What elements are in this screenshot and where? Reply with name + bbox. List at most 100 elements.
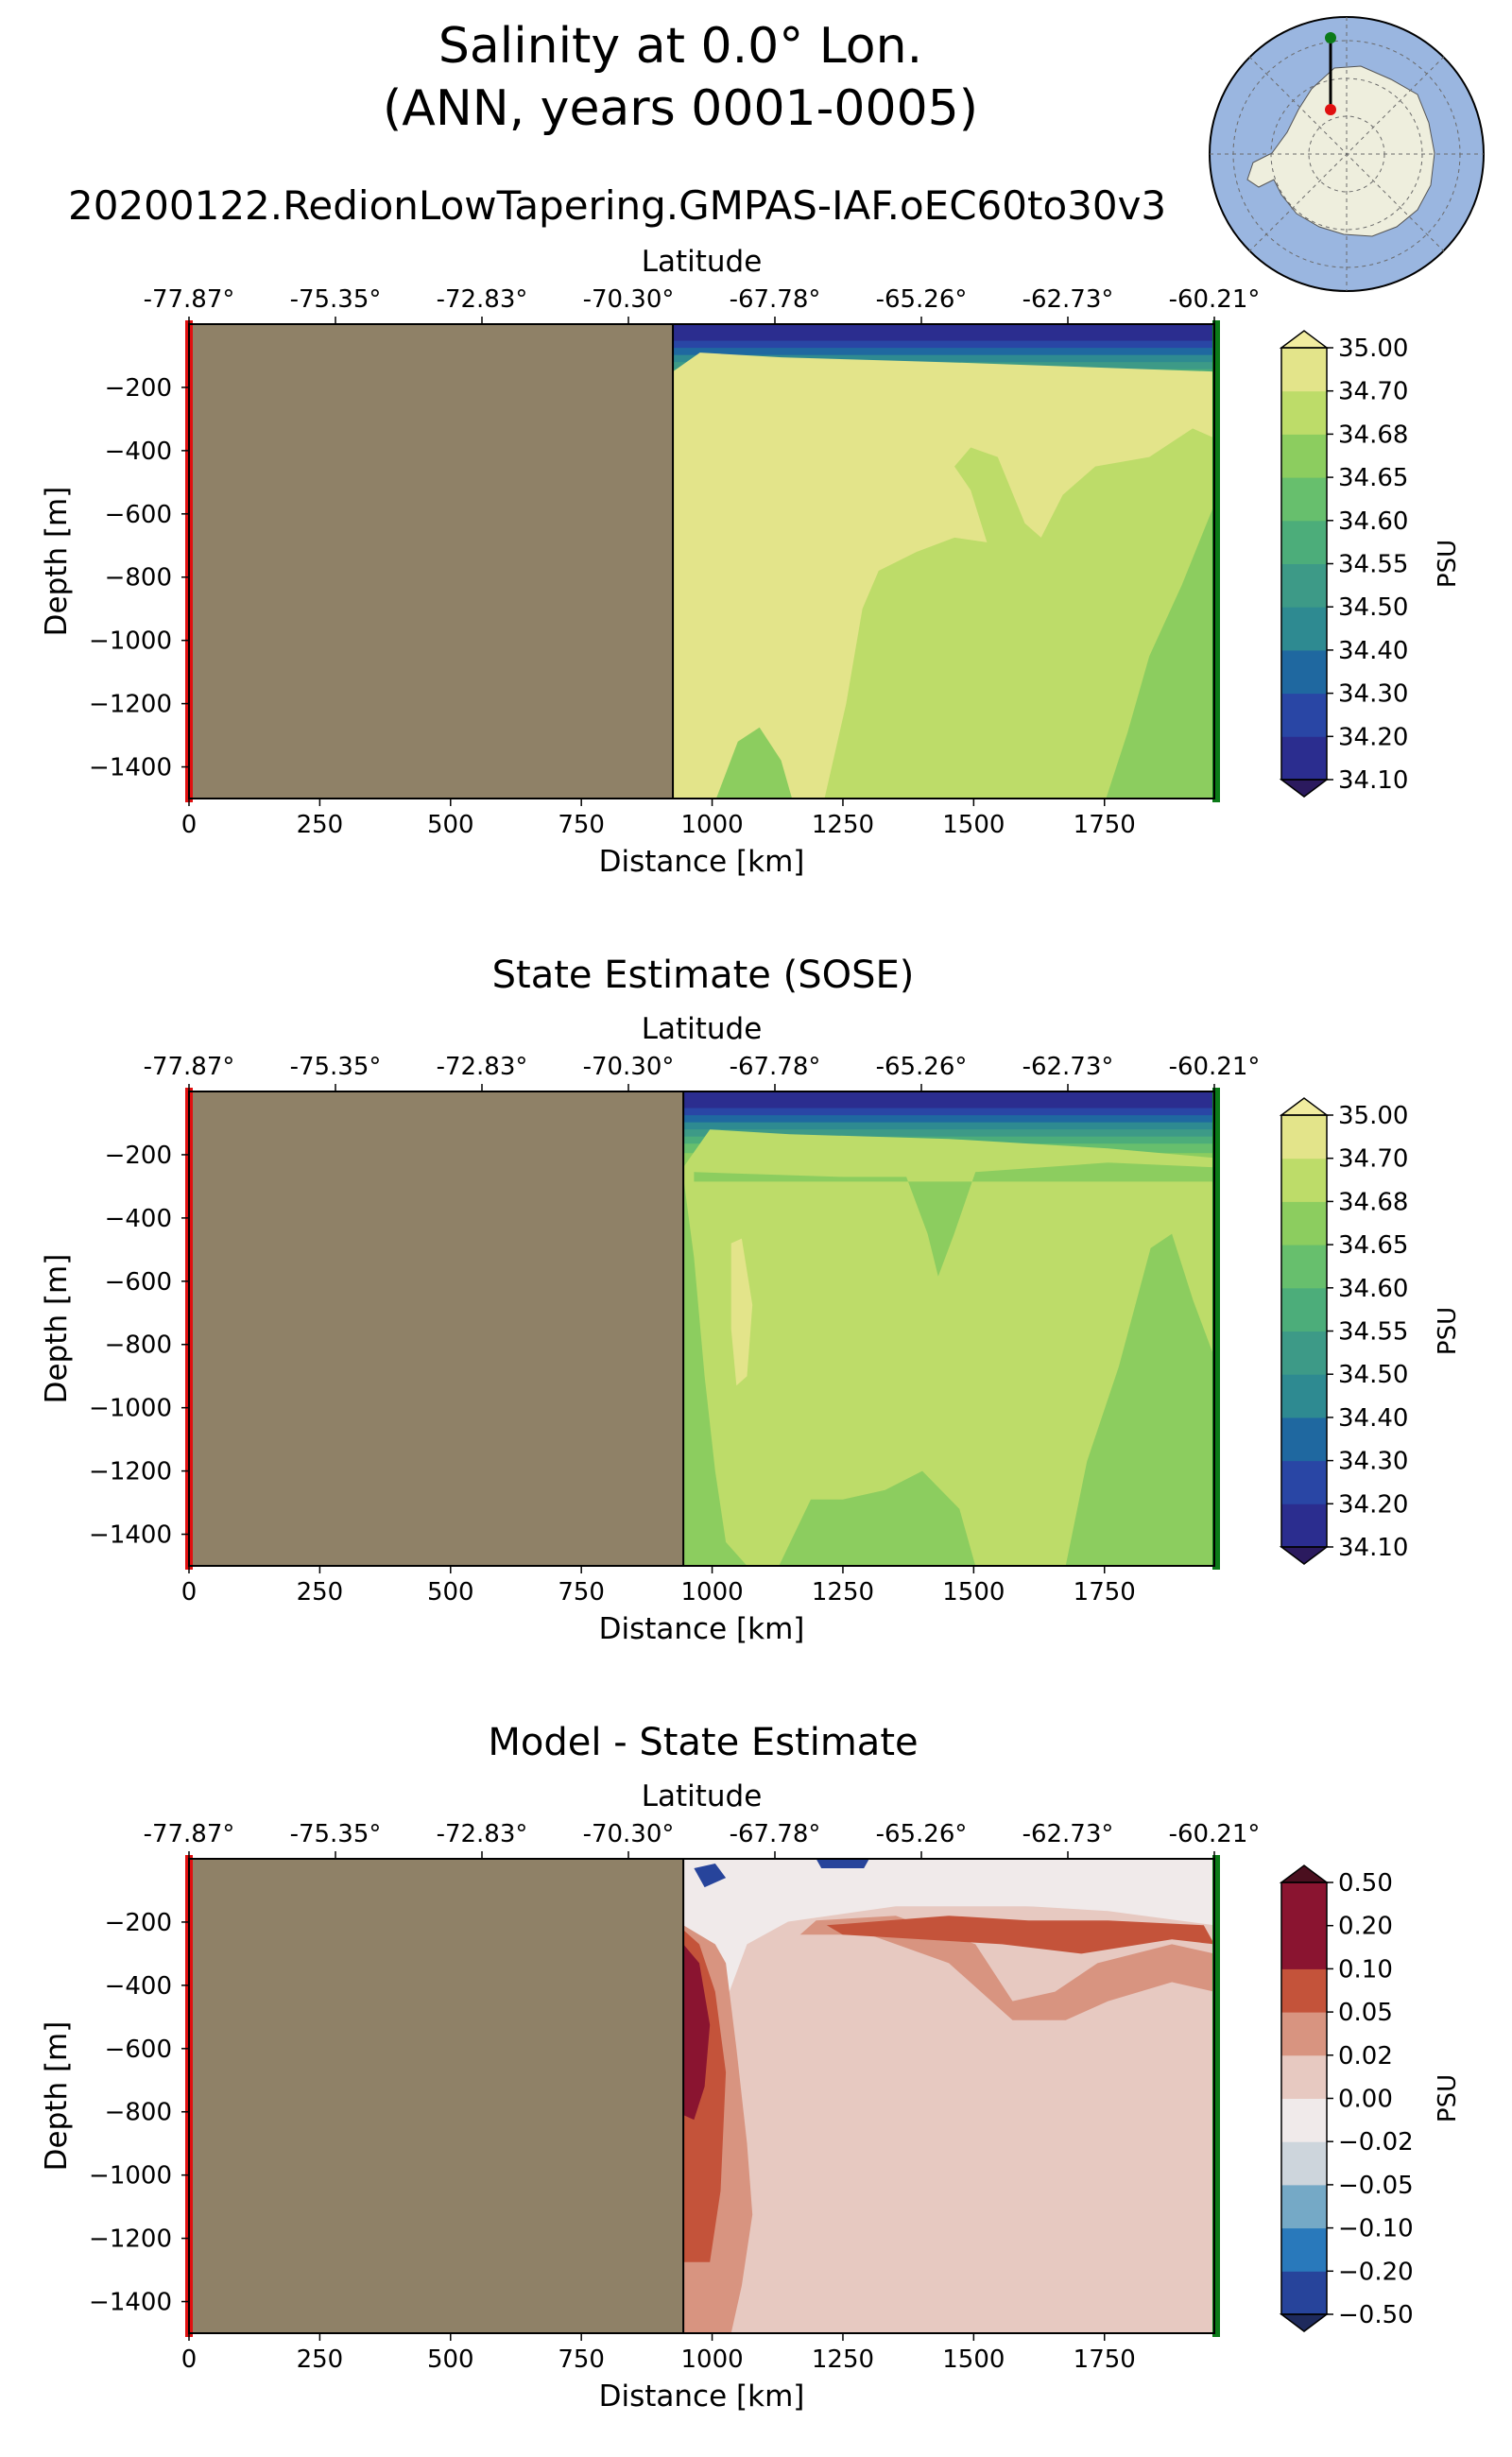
y-tick-label: −1200 [89, 691, 172, 719]
colorbar-tick-label: −0.05 [1338, 2172, 1414, 2200]
top-tick-label: -65.26° [876, 1820, 968, 1848]
y-axis-label: Depth [m] [40, 1254, 74, 1404]
y-tick-label: −600 [105, 1268, 172, 1297]
colorbar-tick-label: 0.50 [1338, 1869, 1393, 1898]
colorbar-tick-label: 34.40 [1338, 637, 1408, 665]
colorbar-segment [1281, 520, 1327, 564]
colorbar-segment [1281, 1925, 1327, 1969]
inset-transect-start-marker [1325, 104, 1336, 115]
colorbar-tick-label: 0.00 [1338, 2086, 1393, 2114]
colorbar-tick-label: 35.00 [1338, 1102, 1408, 1130]
colorbar-segment [1281, 2098, 1327, 2142]
x-tick-label: 1500 [942, 1578, 1005, 1606]
top-tick-label: -65.26° [876, 1053, 968, 1081]
top-tick-label: -75.35° [290, 285, 382, 314]
x-tick-label: 1250 [812, 811, 874, 839]
x-tick-label: 750 [558, 1578, 605, 1606]
colorbar-tick-label: 34.40 [1338, 1404, 1408, 1433]
y-tick-label: −800 [105, 2099, 172, 2127]
x-tick-label: 1500 [942, 2345, 1005, 2374]
colorbar-tick-label: 34.50 [1338, 593, 1408, 622]
colorbar-segment [1281, 390, 1327, 435]
colorbar-segment [1281, 2271, 1327, 2315]
top-tick-label: -65.26° [876, 285, 968, 314]
y-axis-label: Depth [m] [40, 2021, 74, 2172]
colorbar-segment [1281, 348, 1327, 392]
x-tick-label: 250 [297, 811, 344, 839]
contour-region [730, 1238, 753, 1386]
colorbar-tick-label: 34.60 [1338, 1275, 1408, 1303]
contour-region [683, 1944, 711, 2121]
y-axis-label: Depth [m] [40, 487, 74, 637]
figure-title-line2: (ANN, years 0001-0005) [383, 80, 978, 137]
colorbar-tick-label: −0.20 [1338, 2258, 1414, 2286]
colorbar-segment [1281, 1201, 1327, 1246]
colorbar-tick-label: 0.20 [1338, 1913, 1393, 1941]
figure-title-line1: Salinity at 0.0° Lon. [438, 18, 922, 75]
x-tick-label: 500 [427, 1578, 474, 1606]
x-tick-label: 1250 [812, 2345, 874, 2374]
colorbar-extend-low [1279, 1546, 1330, 1565]
inset-transect-end-marker [1325, 32, 1336, 43]
transect-end-bar [1212, 1088, 1220, 1570]
top-tick-label: -72.83° [437, 1820, 528, 1848]
x-tick-label: 500 [427, 811, 474, 839]
inset-antarctica [1246, 65, 1435, 237]
top-tick-label: -75.35° [290, 1053, 382, 1081]
contour-region [1065, 1233, 1214, 1566]
land-mask [189, 1859, 684, 2333]
top-tick-label: -60.21° [1169, 285, 1261, 314]
y-tick-label: −1000 [89, 1395, 172, 1423]
y-tick-label: −1400 [89, 1521, 172, 1550]
colorbar-segment [1281, 1245, 1327, 1289]
colorbar-segment [1281, 1503, 1327, 1548]
x-tick-label: 750 [558, 811, 605, 839]
colorbar-segment [1281, 1287, 1327, 1332]
colorbar-tick-label: 34.10 [1338, 1534, 1408, 1562]
x-tick-label: 0 [181, 811, 198, 839]
y-tick-label: −1000 [89, 2162, 172, 2191]
top-tick-label: -60.21° [1169, 1820, 1261, 1848]
contour-region [824, 428, 1214, 799]
colorbar-tick-label: 34.20 [1338, 723, 1408, 751]
colorbar-segment [1281, 649, 1327, 695]
x-tick-label: 1750 [1074, 811, 1136, 839]
colorbar-segment [1281, 477, 1327, 522]
colorbar-tick-label: 34.10 [1338, 766, 1408, 795]
colorbar-extend-high [1279, 1097, 1330, 1116]
top-tick-label: -70.30° [583, 1820, 675, 1848]
colorbar-tick-label: 34.68 [1338, 1188, 1408, 1216]
colorbar-tick-label: 35.00 [1338, 335, 1408, 363]
colorbar-segment [1281, 693, 1327, 737]
colorbar-tick-label: 34.50 [1338, 1361, 1408, 1389]
y-tick-label: −600 [105, 2036, 172, 2064]
run-name: 20200122.RedionLowTapering.GMPAS-IAF.oEC… [68, 182, 1166, 229]
colorbar-segment [1281, 2054, 1327, 2099]
colorbar-segment [1281, 1968, 1327, 2013]
x-tick-label: 1500 [942, 811, 1005, 839]
top-tick-label: -70.30° [583, 285, 675, 314]
contour-region [694, 1162, 1214, 1277]
colorbar-segment [1281, 1882, 1327, 1927]
top-axis-label: Latitude [642, 245, 763, 279]
colorbar-tick-label: 0.05 [1338, 1999, 1393, 2027]
x-tick-label: 0 [181, 1578, 198, 1606]
x-axis-label: Distance [km] [599, 1612, 805, 1646]
colorbar-extend-low [1279, 779, 1330, 798]
panel-state-estimate: State Estimate (SOSE) 0 250 500 750 1000 1250 1… [40, 954, 1462, 1646]
colorbar-segment [1281, 563, 1327, 608]
panel-model-minus-state-estimate: Model - State Estimate 0 250 500 750 1000 1250… [40, 1721, 1462, 2414]
panel-title: State Estimate (SOSE) [492, 954, 915, 997]
contour-region [1106, 504, 1214, 799]
colorbar-label: PSU [1434, 2074, 1462, 2122]
y-tick-label: −1200 [89, 1458, 172, 1486]
colorbar-segment [1281, 434, 1327, 478]
colorbar-tick-label: 34.30 [1338, 1448, 1408, 1476]
transect-end-bar [1212, 320, 1220, 802]
top-tick-label: -62.73° [1022, 1053, 1114, 1081]
colorbar-extend-high [1279, 1864, 1330, 1883]
y-tick-label: −800 [105, 1332, 172, 1360]
colorbar-tick-label: 34.70 [1338, 1145, 1408, 1174]
axes-frame [188, 1091, 1215, 1567]
